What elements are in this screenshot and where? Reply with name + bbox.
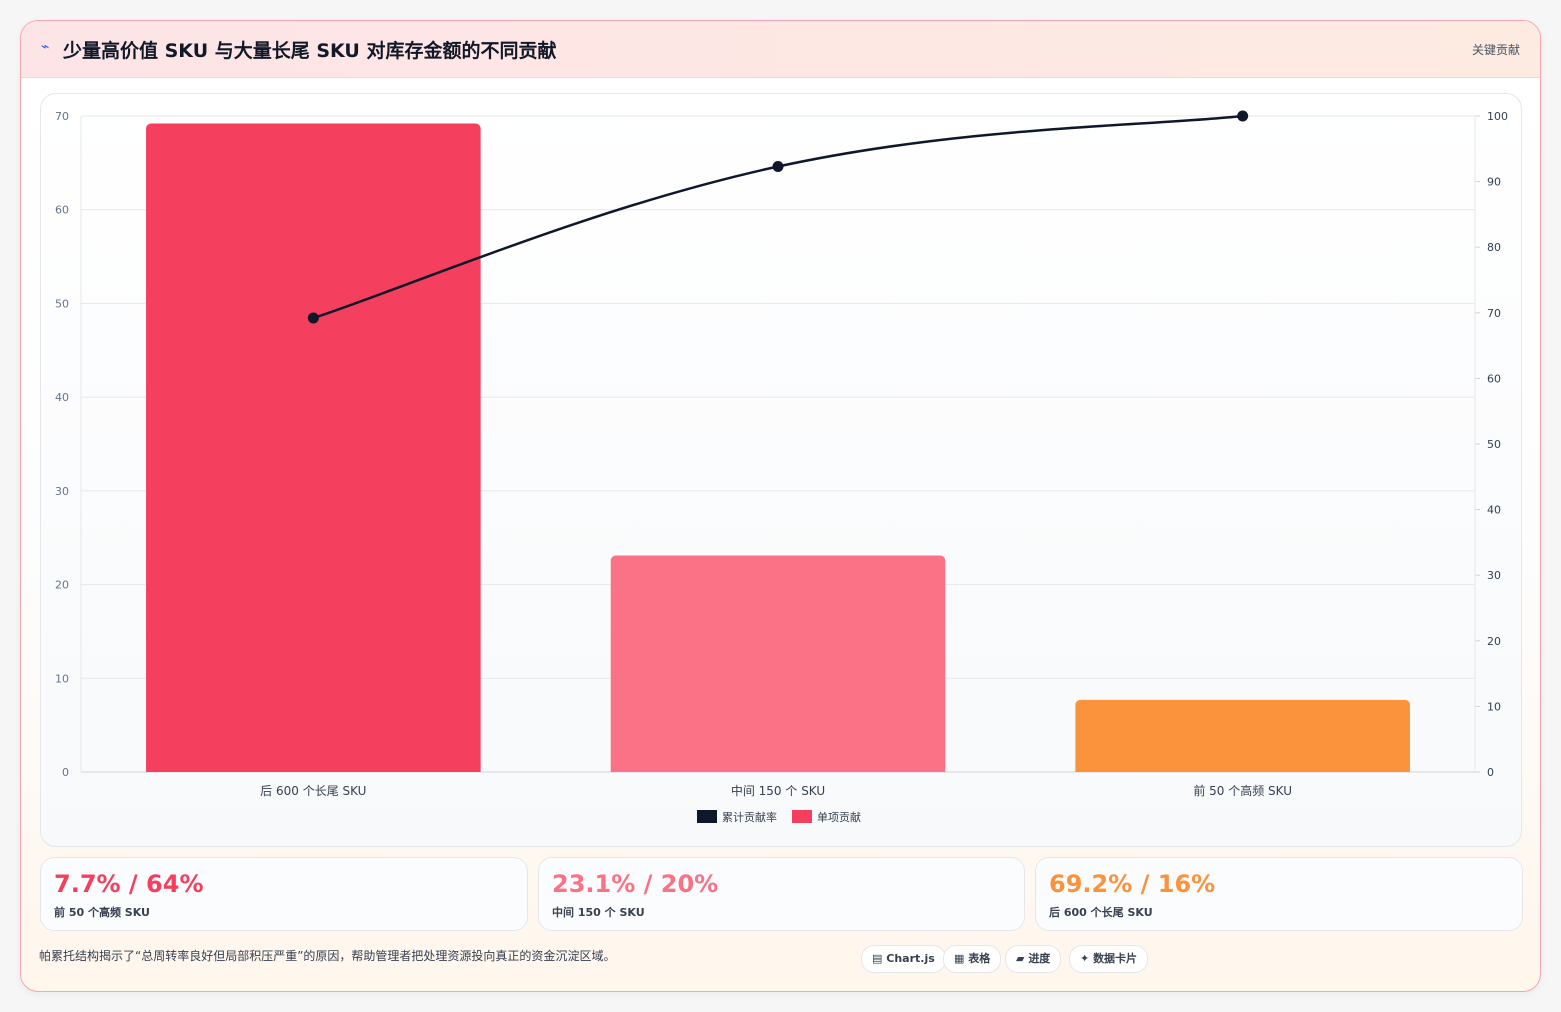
pill-data-cards[interactable]: ✦ 数据卡片	[1069, 945, 1149, 973]
stat-card-tail600: 69.2% / 16% 后 600 个长尾 SKU	[1035, 857, 1523, 931]
x-tick-label: 后 600 个长尾 SKU	[260, 784, 366, 798]
footer-note: 帕累托结构揭示了“总周转率良好但局部积压严重”的原因，帮助管理者把处理资源投向真…	[39, 949, 616, 963]
line-point	[1237, 110, 1249, 122]
y2-tick-label: 20	[1487, 635, 1501, 648]
table-icon: ▦	[954, 952, 965, 965]
bar-base	[1075, 766, 1410, 772]
bar	[1075, 699, 1410, 772]
y-tick-label: 30	[55, 485, 69, 498]
stat-value: 23.1% / 20%	[552, 870, 719, 898]
bar-base	[146, 766, 481, 772]
y2-tick-label: 40	[1487, 504, 1501, 517]
stat-card-top50: 7.7% / 64% 前 50 个高频 SKU	[40, 857, 528, 931]
y2-tick-label: 90	[1487, 176, 1501, 189]
y2-tick-label: 100	[1487, 110, 1508, 123]
bar	[146, 123, 481, 773]
y2-tick-label: 30	[1487, 569, 1501, 582]
y2-tick-label: 70	[1487, 307, 1501, 320]
chart-panel: 0 10 20 30 40 50 60 70 0 10 20 30 40 50 60 70 80 90 100 后 6…	[40, 93, 1522, 847]
stat-label: 中间 150 个 SKU	[552, 906, 645, 919]
sparkle-icon: ✦	[1080, 952, 1090, 965]
pill-label: 数据卡片	[1093, 952, 1138, 965]
stat-value: 7.7% / 64%	[54, 870, 204, 898]
y2-tick-label: 0	[1487, 766, 1494, 779]
pareto-chart: 0 10 20 30 40 50 60 70 0 10 20 30 40 50 60 70 80 90 100 后 6…	[55, 110, 1508, 824]
progress-icon: ▰	[1016, 952, 1025, 965]
y-tick-label: 10	[55, 672, 69, 685]
stat-label: 后 600 个长尾 SKU	[1049, 906, 1153, 919]
y2-tick-label: 10	[1487, 700, 1501, 713]
line-point	[772, 161, 784, 173]
chart-card: ⌁ 少量高价值 SKU 与大量长尾 SKU 对库存金额的不同贡献 关键贡献 0 1…	[20, 20, 1541, 992]
y-tick-label: 20	[55, 579, 69, 592]
legend-label: 单项贡献	[817, 810, 861, 824]
line-point	[307, 312, 319, 324]
chart-line-icon: ⌁	[41, 39, 50, 55]
y2-tick-label: 80	[1487, 241, 1501, 254]
stat-card-middle150: 23.1% / 20% 中间 150 个 SKU	[538, 857, 1025, 931]
y2-tick-label: 60	[1487, 372, 1501, 385]
legend-label: 累计贡献率	[722, 810, 777, 824]
pill-label: 进度	[1028, 952, 1051, 965]
stat-label: 前 50 个高频 SKU	[54, 906, 150, 919]
pill-label: 表格	[968, 952, 991, 965]
y-tick-label: 50	[55, 297, 69, 310]
pill-progress[interactable]: ▰ 进度	[1005, 945, 1062, 973]
stat-value: 69.2% / 16%	[1049, 870, 1216, 898]
y-tick-label: 70	[55, 110, 69, 123]
pill-label: Chart.js	[886, 952, 935, 965]
pill-table[interactable]: ▦ 表格	[943, 945, 1002, 973]
x-tick-label: 中间 150 个 SKU	[731, 783, 825, 798]
bar	[610, 555, 946, 772]
card-header: ⌁ 少量高价值 SKU 与大量长尾 SKU 对库存金额的不同贡献 关键贡献	[21, 21, 1540, 78]
chart-icon: ▤	[872, 952, 883, 965]
y2-tick-label: 50	[1487, 438, 1501, 451]
y-tick-label: 0	[62, 766, 69, 779]
card-title: 少量高价值 SKU 与大量长尾 SKU 对库存金额的不同贡献	[63, 40, 557, 62]
y-tick-label: 40	[55, 391, 69, 404]
x-tick-label: 前 50 个高频 SKU	[1193, 783, 1292, 798]
legend-swatch	[697, 810, 717, 823]
header-tag: 关键贡献	[1471, 43, 1520, 57]
bar-base	[610, 766, 946, 772]
y-tick-label: 60	[55, 204, 69, 217]
legend-swatch	[792, 810, 812, 823]
pill-chartjs[interactable]: ▤ Chart.js	[861, 945, 946, 973]
